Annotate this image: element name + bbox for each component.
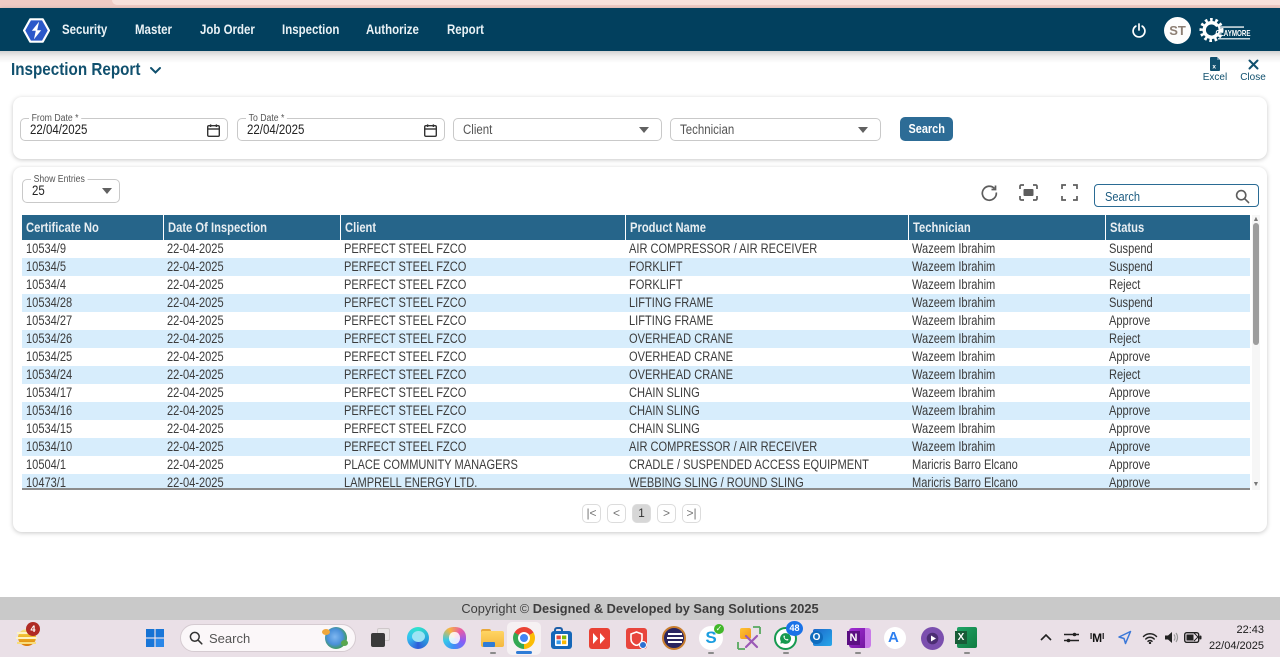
- svg-text:CLAYMORE: CLAYMORE: [1216, 29, 1251, 38]
- svg-text:x: x: [1212, 64, 1216, 71]
